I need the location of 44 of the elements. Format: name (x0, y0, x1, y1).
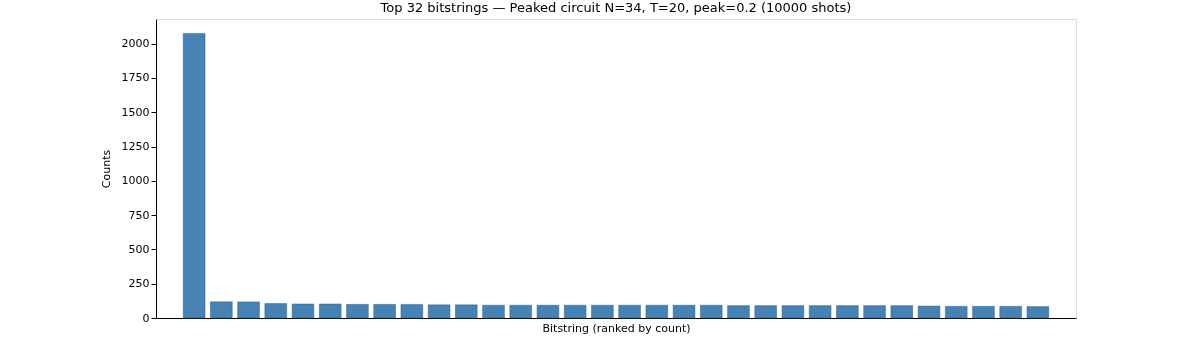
bar (999, 306, 1022, 319)
bar (972, 306, 995, 319)
bar (346, 304, 369, 319)
bar (863, 305, 886, 319)
bar (809, 305, 832, 319)
y-tick-label: 750 (128, 208, 150, 222)
bar (591, 304, 614, 319)
y-tick-label: 0 (142, 311, 150, 325)
y-tick-label: 2000 (121, 37, 150, 51)
chart-title: Top 32 bitstrings — Peaked circuit N=34, T=20, peak=0.2 (10000 shots) (379, 0, 852, 15)
bar (672, 304, 696, 319)
bar (509, 304, 532, 319)
bar (945, 306, 968, 319)
y-axis-title: Counts (99, 149, 113, 189)
bar (319, 303, 342, 319)
bar (182, 33, 206, 319)
y-tick-label: 1500 (121, 105, 150, 119)
bar (836, 305, 859, 319)
bar (754, 305, 777, 319)
bar (455, 304, 478, 319)
bar (482, 304, 505, 319)
bar (237, 301, 260, 319)
bar (291, 303, 315, 319)
bar (536, 304, 560, 319)
y-tick-label: 1250 (121, 140, 150, 154)
bar (727, 305, 750, 319)
y-tick-label: 1750 (121, 71, 150, 85)
x-axis-title: Bitstring (ranked by count) (542, 321, 691, 335)
y-tick-label: 1000 (121, 174, 150, 188)
bar (427, 304, 451, 319)
bar (210, 301, 233, 319)
y-tick-label: 500 (128, 242, 150, 256)
bar (400, 304, 423, 319)
bar (917, 305, 941, 319)
bar (700, 304, 723, 319)
bar (373, 304, 396, 319)
bar (890, 305, 913, 319)
bar (781, 305, 805, 319)
bar (264, 303, 287, 319)
bar (645, 304, 668, 319)
bar (1026, 306, 1050, 319)
y-tick-label: 250 (128, 277, 150, 291)
bar (618, 304, 641, 319)
bar (564, 304, 587, 319)
